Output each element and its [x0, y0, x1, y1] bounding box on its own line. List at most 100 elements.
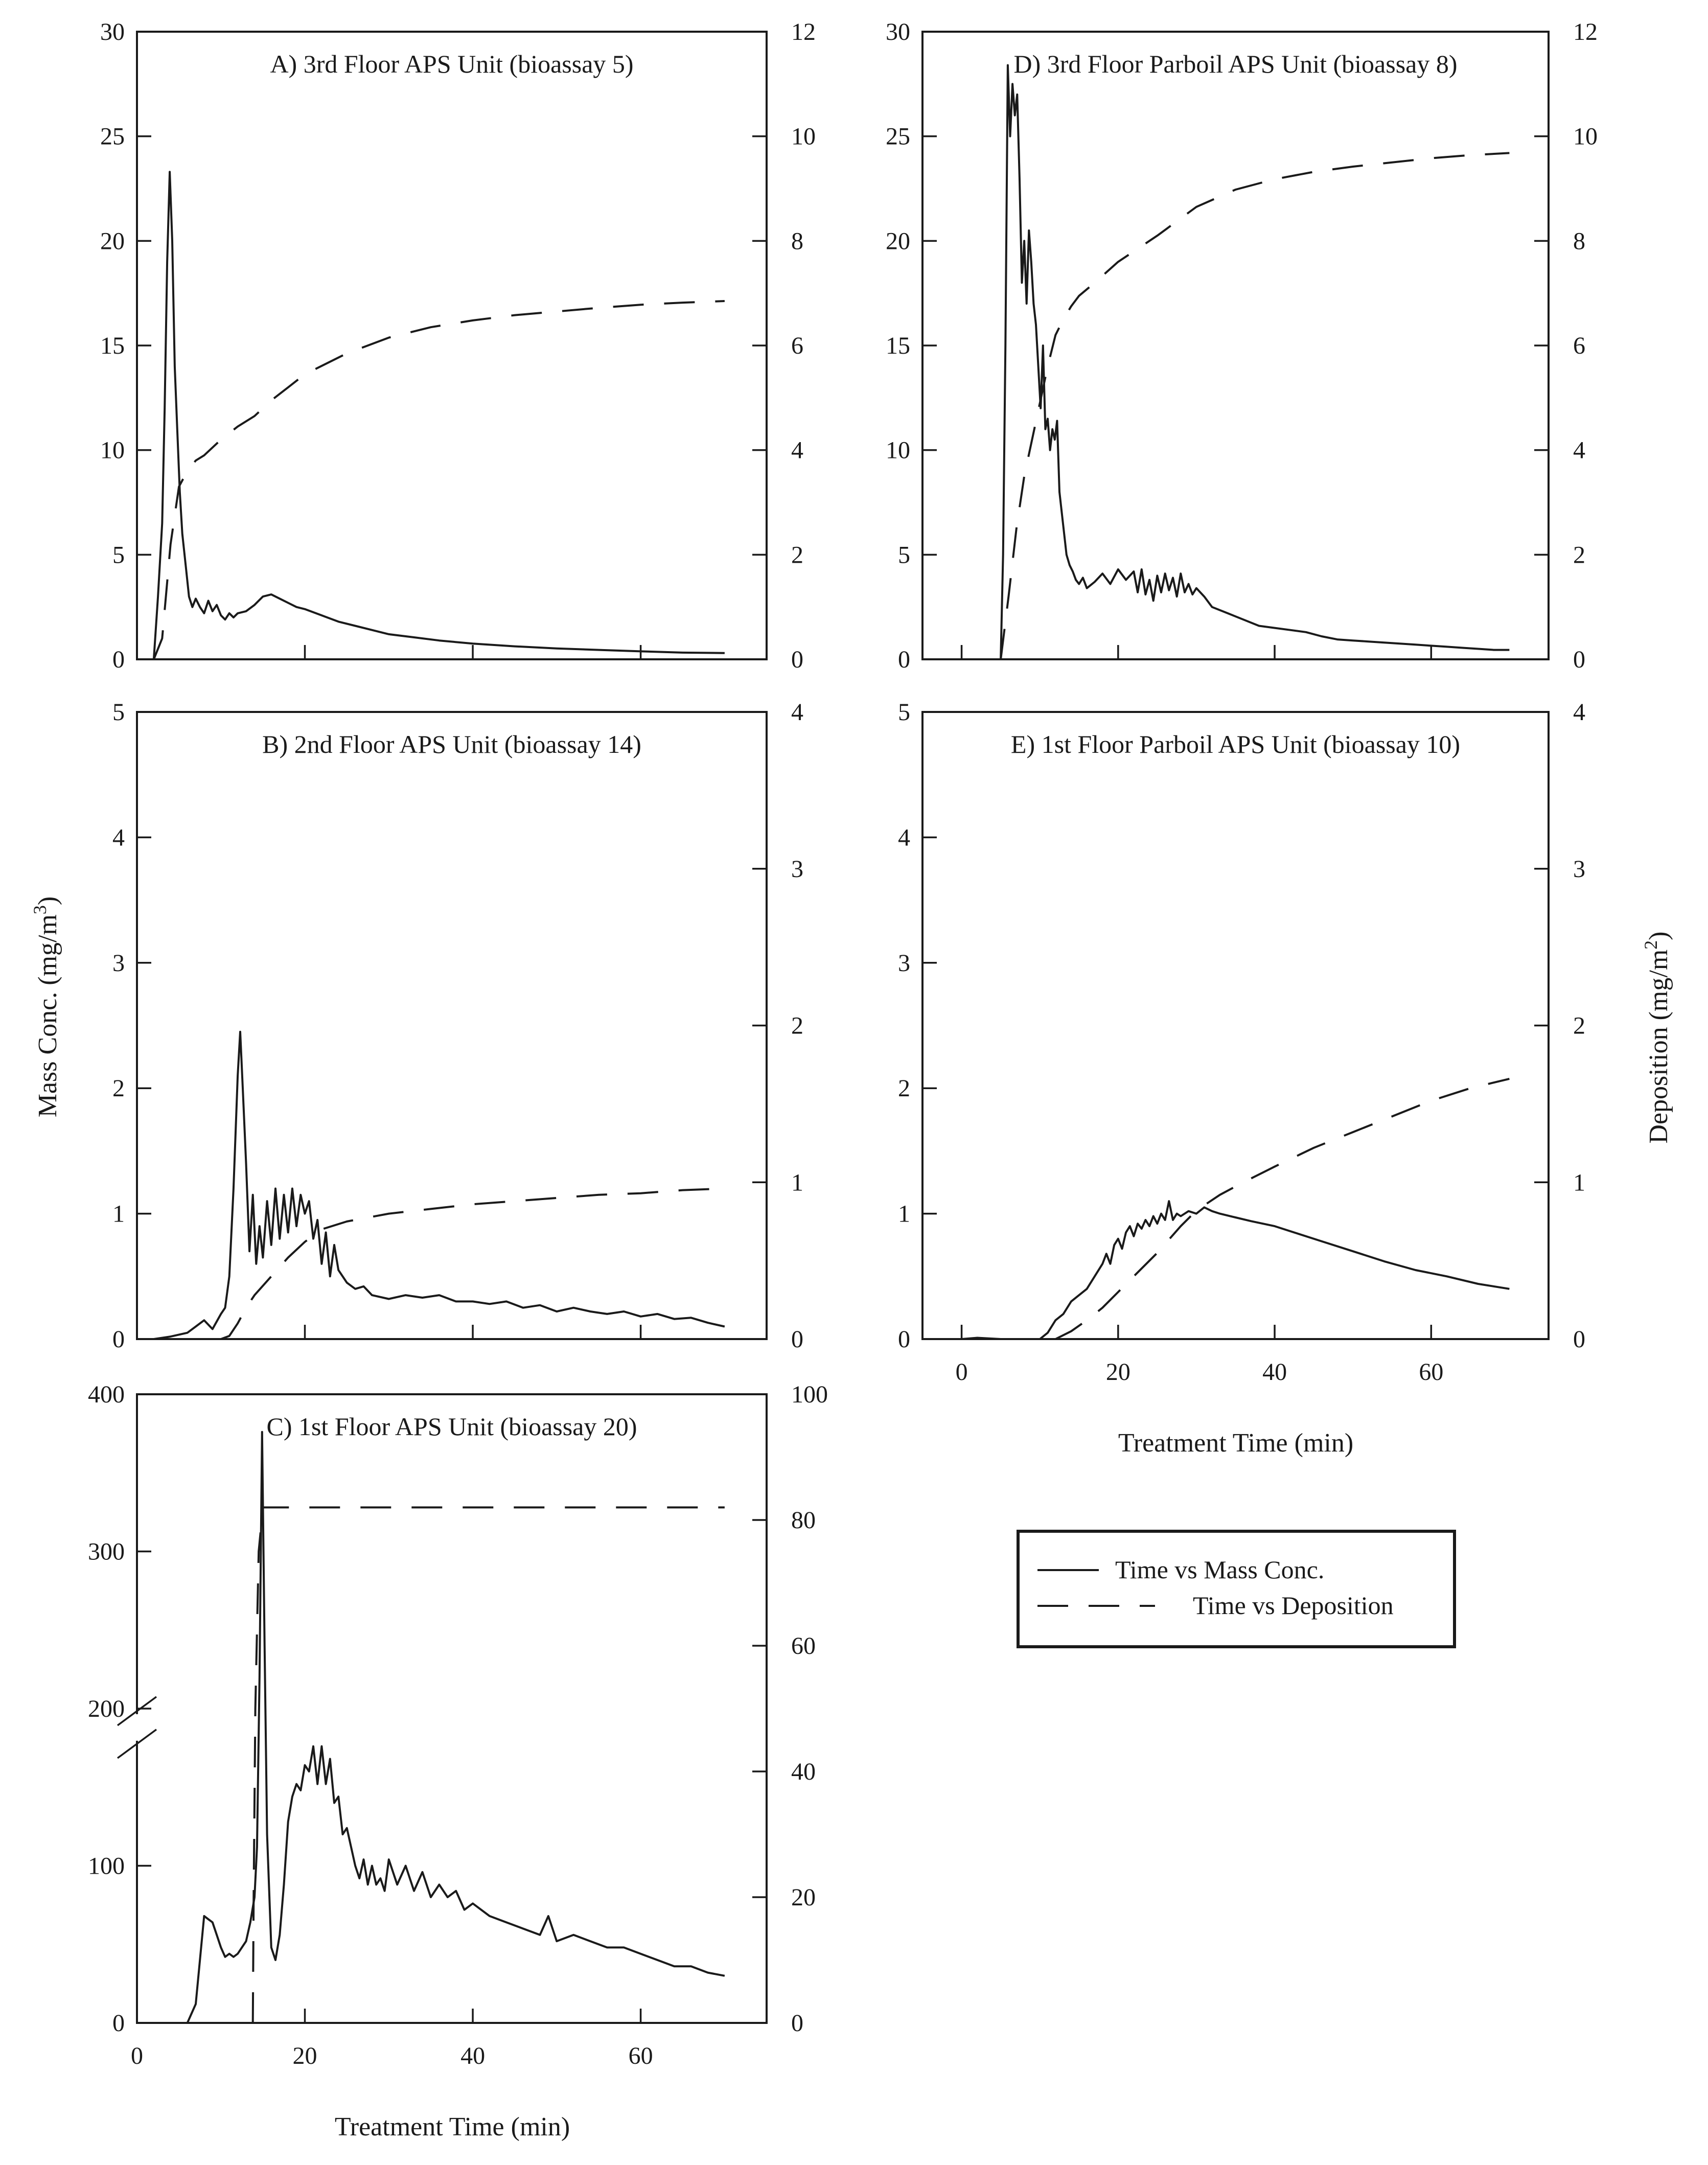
panel-a-left-tick-label: 25 [100, 123, 125, 150]
panel-a-left-tick-label: 10 [100, 437, 125, 464]
panel-c-title: C) 1st Floor APS Unit (bioassay 20) [266, 1412, 637, 1441]
panel-a-left-tick-label: 0 [112, 646, 125, 673]
panel-c-right-tick-label: 40 [791, 1758, 816, 1785]
legend-box [1017, 1530, 1456, 1648]
panel-e-left-tick-label: 2 [898, 1075, 910, 1102]
panel-c-axis-break-mark [117, 1729, 157, 1759]
panel-a-right-tick-label: 6 [791, 332, 803, 359]
legend-item-deposition: Time vs Deposition [1193, 1591, 1394, 1620]
panel-b-left-tick-label: 5 [112, 699, 125, 726]
panel-e-x-tick-label: 40 [1262, 1358, 1287, 1386]
panel-b-right-tick-label: 4 [791, 699, 803, 726]
panel-c-right-tick-label: 80 [791, 1507, 816, 1534]
panel-b-left-tick-label: 2 [112, 1075, 125, 1102]
panel-d-right-tick-label: 10 [1573, 123, 1598, 150]
panel-c-left-tick-label: 200 [88, 1695, 125, 1722]
panel-d-left-tick-label: 25 [886, 123, 910, 150]
panel-d-left-tick-label: 15 [886, 332, 910, 359]
panel-c-1st-floor: 0 100 200 300 400 0 20 40 60 80 100 0 20 40 60 C) 1st F… [88, 1381, 828, 2069]
panel-d-right-tick-label: 2 [1573, 541, 1585, 568]
panel-c-left-tick-label: 400 [88, 1381, 125, 1408]
legend: Time vs Mass Conc. Time vs Deposition [1017, 1530, 1456, 1648]
panel-c-x-tick-label: 40 [460, 2042, 485, 2069]
panel-e-left-tick-label: 1 [898, 1201, 910, 1228]
panel-b-left-tick-label: 3 [112, 950, 125, 977]
panel-c-x-tick-label: 60 [629, 2042, 653, 2069]
panel-e-right-tick-label: 2 [1573, 1012, 1585, 1040]
panel-a-right-tick-label: 0 [791, 646, 803, 673]
panel-c-right-tick-label: 60 [791, 1632, 816, 1660]
right-axis-title: Deposition (mg/m2) [1641, 931, 1673, 1143]
panel-d-right-tick-label: 4 [1573, 437, 1585, 464]
panel-c-left-tick-label: 300 [88, 1538, 125, 1565]
panel-b-2nd-floor: 0 1 2 3 4 5 0 1 2 3 4 B) 2nd Floor APS Unit (bioass… [112, 699, 803, 1353]
panel-a-3rd-floor: 0 5 10 15 20 25 30 0 2 4 6 8 10 12 A) 3rd Floor APS Un… [100, 18, 816, 673]
panel-b-right-tick-label: 3 [791, 856, 803, 883]
panel-a-left-tick-label: 5 [112, 541, 125, 568]
panel-d-left-tick-label: 30 [886, 18, 910, 45]
panel-d-left-tick-label: 0 [898, 646, 910, 673]
panel-d-3rd-floor-parboil: 0 5 10 15 20 25 30 0 2 4 6 8 10 12 D) 3rd Floor Parboi… [886, 18, 1598, 673]
panel-c-left-tick-label: 0 [112, 2010, 125, 2037]
panel-a-right-tick-label: 4 [791, 437, 803, 464]
panel-e-left-tick-label: 3 [898, 950, 910, 977]
panel-d-right-tick-label: 8 [1573, 227, 1585, 255]
panel-e-left-tick-label: 5 [898, 699, 910, 726]
panel-b-left-tick-label: 0 [112, 1326, 125, 1353]
panel-a-left-tick-label: 20 [100, 227, 125, 255]
panel-d-left-tick-label: 20 [886, 227, 910, 255]
panel-e-left-tick-label: 4 [898, 824, 910, 851]
panel-e-mass-conc-line [938, 1200, 1510, 1340]
panel-e-deposition-line [1055, 1077, 1510, 1340]
panel-c-deposition-line [251, 1506, 725, 2023]
panel-d-right-tick-label: 6 [1573, 332, 1585, 359]
panel-d-title: D) 3rd Floor Parboil APS Unit (bioassay … [1013, 50, 1457, 78]
bottom-axis-title-right-column: Treatment Time (min) [1118, 1429, 1353, 1458]
panel-e-left-tick-label: 0 [898, 1326, 910, 1353]
panel-b-left-tick-label: 4 [112, 824, 125, 851]
panel-b-right-tick-label: 1 [791, 1169, 803, 1196]
panel-e-title: E) 1st Floor Parboil APS Unit (bioassay … [1011, 730, 1460, 758]
panel-b-title: B) 2nd Floor APS Unit (bioassay 14) [262, 730, 641, 758]
panel-c-axis-break-gap [134, 1714, 140, 1741]
panel-b-left-tick-label: 1 [112, 1201, 125, 1228]
panel-e-right-tick-label: 1 [1573, 1169, 1585, 1196]
panel-a-right-tick-label: 12 [791, 18, 816, 45]
panel-d-left-tick-label: 5 [898, 541, 910, 568]
panel-d-deposition-line [1000, 152, 1510, 660]
panel-b-deposition-line [220, 1187, 725, 1340]
panel-a-left-tick-label: 15 [100, 332, 125, 359]
panel-a-left-tick-label: 30 [100, 18, 125, 45]
panel-a-mass-conc-line [152, 171, 725, 660]
panel-b-right-tick-label: 0 [791, 1326, 803, 1353]
panel-c-left-tick-label: 100 [88, 1853, 125, 1880]
panel-c-right-tick-label: 20 [791, 1884, 816, 1911]
left-axis-title: Mass Conc. (mg/m3) [30, 896, 62, 1118]
panel-b-right-tick-label: 2 [791, 1012, 803, 1040]
panel-e-x-tick-label: 20 [1106, 1358, 1130, 1386]
panel-a-right-tick-label: 10 [791, 123, 816, 150]
panel-c-x-tick-label: 20 [293, 2042, 317, 2069]
panel-a-title: A) 3rd Floor APS Unit (bioassay 5) [270, 50, 633, 78]
panel-b-mass-conc-line [137, 1030, 725, 1340]
panel-a-right-tick-label: 2 [791, 541, 803, 568]
panel-a-right-tick-label: 8 [791, 227, 803, 255]
panel-d-mass-conc-line [1000, 64, 1510, 660]
panel-e-right-tick-label: 0 [1573, 1326, 1585, 1353]
panel-c-right-tick-label: 0 [791, 2010, 803, 2037]
panel-d-right-tick-label: 0 [1573, 646, 1585, 673]
panel-e-right-tick-label: 3 [1573, 856, 1585, 883]
panel-e-x-tick-label: 0 [956, 1358, 968, 1386]
panel-c-right-tick-label: 100 [791, 1381, 828, 1408]
panel-c-mass-conc-line [186, 1431, 725, 2023]
panel-d-right-tick-label: 12 [1573, 18, 1598, 45]
panel-e-right-tick-label: 4 [1573, 699, 1585, 726]
panel-d-left-tick-label: 10 [886, 437, 910, 464]
panel-e-x-tick-label: 60 [1419, 1358, 1443, 1386]
panel-a-deposition-line [153, 300, 725, 660]
legend-item-mass-conc: Time vs Mass Conc. [1115, 1555, 1324, 1584]
panel-c-axis-break-mark [117, 1696, 157, 1726]
